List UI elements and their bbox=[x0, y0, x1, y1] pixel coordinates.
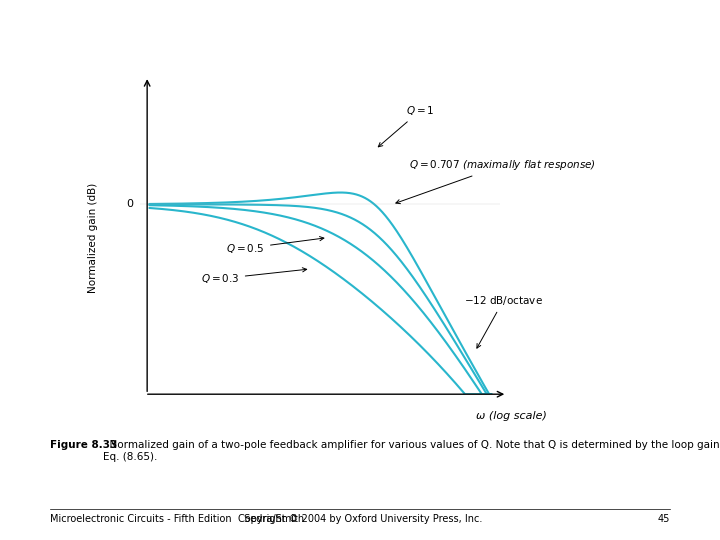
Text: $Q = 0.3$: $Q = 0.3$ bbox=[202, 268, 307, 285]
Text: $Q = 1$: $Q = 1$ bbox=[378, 104, 434, 147]
Text: $Q = 0.5$: $Q = 0.5$ bbox=[227, 237, 324, 255]
Text: 45: 45 bbox=[657, 514, 670, 524]
Text: Normalized gain (dB): Normalized gain (dB) bbox=[88, 183, 98, 293]
Text: Normalized gain of a two-pole feedback amplifier for various values of Q. Note t: Normalized gain of a two-pole feedback a… bbox=[103, 440, 720, 462]
Text: Copyright © 2004 by Oxford University Press, Inc.: Copyright © 2004 by Oxford University Pr… bbox=[238, 514, 482, 524]
Text: $Q = 0.707$ (maximally flat response): $Q = 0.707$ (maximally flat response) bbox=[396, 158, 595, 204]
Text: ω (log scale): ω (log scale) bbox=[476, 411, 547, 421]
Text: $-12$ dB/octave: $-12$ dB/octave bbox=[464, 294, 543, 348]
Text: Figure 8.33: Figure 8.33 bbox=[50, 440, 117, 450]
Text: Microelectronic Circuits - Fifth Edition    Sedra/Smith: Microelectronic Circuits - Fifth Edition… bbox=[50, 514, 305, 524]
Text: 0: 0 bbox=[127, 199, 134, 210]
